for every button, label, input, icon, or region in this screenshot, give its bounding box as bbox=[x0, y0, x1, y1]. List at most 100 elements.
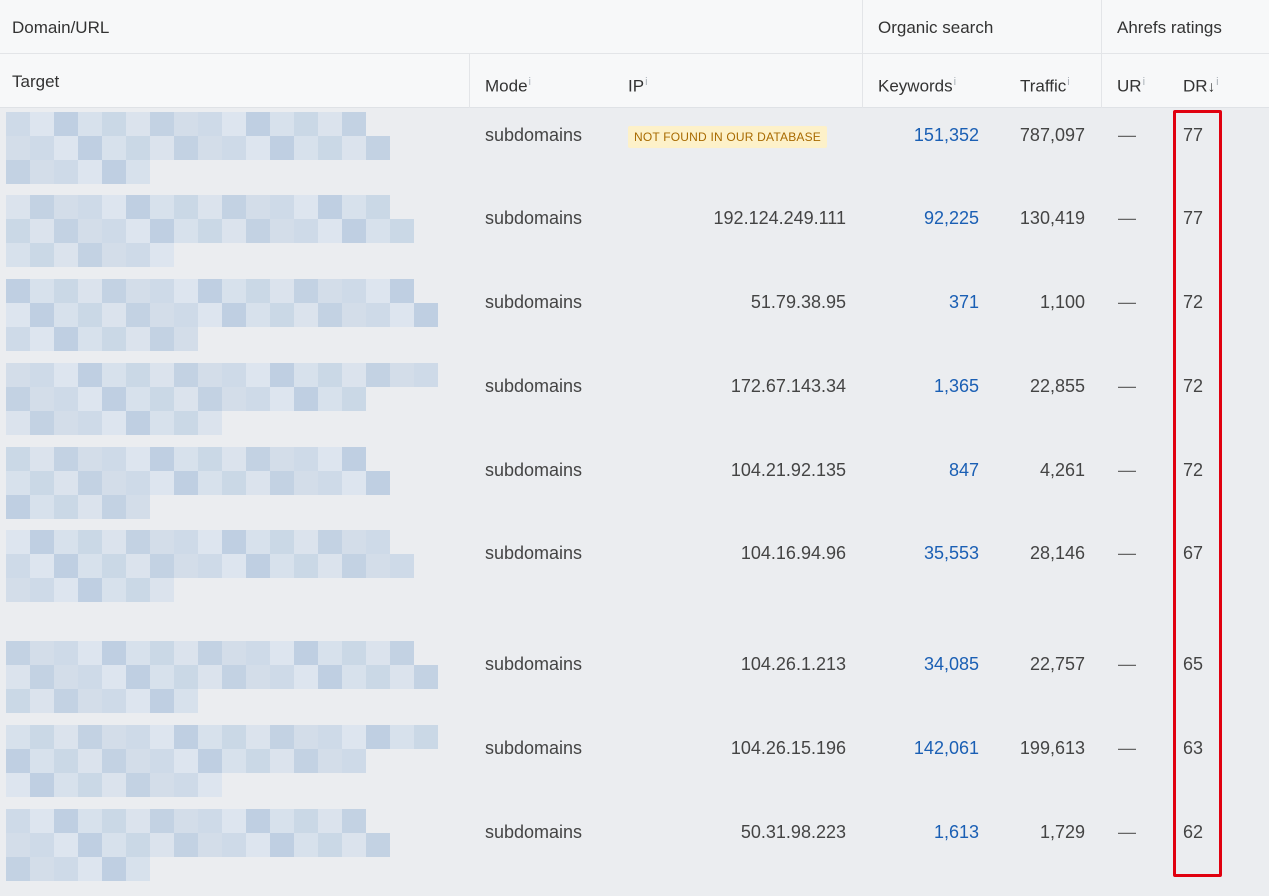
target-redacted-blur[interactable] bbox=[0, 641, 460, 713]
column-header-traffic[interactable]: Traffici bbox=[1020, 72, 1070, 97]
column-header-mode[interactable]: Modei bbox=[485, 72, 531, 97]
dr-cell: 62 bbox=[1183, 822, 1204, 842]
group-header-organic: Organic search bbox=[878, 18, 994, 37]
ip-cell: 104.21.92.135 bbox=[730, 460, 846, 480]
dr-cell: 72 bbox=[1183, 460, 1204, 480]
column-header-ip[interactable]: IPi bbox=[628, 72, 648, 97]
info-icon[interactable]: i bbox=[1142, 76, 1146, 88]
dr-cell: 77 bbox=[1183, 125, 1204, 145]
mode-cell: subdomains bbox=[485, 292, 583, 312]
mode-cell: subdomains bbox=[485, 208, 583, 228]
keywords-link[interactable]: 1,613 bbox=[933, 822, 979, 842]
column-header-keywords[interactable]: Keywordsi bbox=[878, 72, 956, 97]
info-icon[interactable]: i bbox=[953, 76, 957, 88]
ur-cell: — bbox=[1118, 654, 1136, 674]
column-header-keywords-label: Keywords bbox=[878, 76, 953, 96]
ur-cell: — bbox=[1118, 822, 1136, 842]
ur-cell: — bbox=[1118, 738, 1136, 758]
ip-cell: 104.16.94.96 bbox=[740, 543, 846, 563]
keywords-link[interactable]: 142,061 bbox=[913, 738, 979, 758]
target-redacted-blur[interactable] bbox=[0, 279, 460, 351]
group-header-ahrefs: Ahrefs ratings bbox=[1117, 18, 1222, 37]
info-icon[interactable]: i bbox=[1216, 76, 1219, 88]
dr-cell: 77 bbox=[1183, 208, 1204, 228]
ip-cell: 104.26.1.213 bbox=[740, 654, 846, 674]
ip-cell: 104.26.15.196 bbox=[730, 738, 846, 758]
dr-cell: 72 bbox=[1183, 292, 1204, 312]
table-row[interactable]: subdomains 104.26.15.196 142,061 199,613 — 63 bbox=[0, 721, 1269, 805]
column-header-traffic-label: Traffic bbox=[1020, 76, 1067, 96]
not-found-badge: NOT FOUND IN OUR DATABASE bbox=[628, 126, 828, 148]
dr-cell: 65 bbox=[1183, 654, 1204, 674]
traffic-cell: 199,613 bbox=[1019, 738, 1085, 758]
column-divider bbox=[1101, 0, 1102, 54]
ur-cell: — bbox=[1118, 376, 1136, 396]
column-header-ip-label: IP bbox=[628, 76, 645, 96]
column-header-dr[interactable]: DR↓i bbox=[1183, 72, 1219, 98]
ur-cell: — bbox=[1118, 208, 1136, 228]
table-row[interactable]: subdomains 104.26.1.213 34,085 22,757 — 65 bbox=[0, 637, 1269, 721]
table-row[interactable]: subdomains 172.67.143.34 1,365 22,855 — 72 bbox=[0, 359, 1269, 443]
column-divider bbox=[862, 54, 863, 108]
dr-cell: 63 bbox=[1183, 738, 1204, 758]
column-header-ur[interactable]: URi bbox=[1117, 72, 1145, 97]
ip-cell: 172.67.143.34 bbox=[730, 376, 846, 396]
target-redacted-blur[interactable] bbox=[0, 725, 460, 797]
column-divider bbox=[469, 54, 470, 108]
target-redacted-blur[interactable] bbox=[0, 195, 460, 267]
target-redacted-blur[interactable] bbox=[0, 363, 460, 435]
table-row[interactable]: subdomains 104.21.92.135 847 4,261 — 72 bbox=[0, 443, 1269, 526]
keywords-link[interactable]: 1,365 bbox=[933, 376, 979, 396]
mode-cell: subdomains bbox=[485, 738, 583, 758]
traffic-cell: 28,146 bbox=[1029, 543, 1085, 563]
column-header-mode-label: Mode bbox=[485, 76, 528, 96]
ur-cell: — bbox=[1118, 125, 1136, 145]
column-header-target[interactable]: Target bbox=[12, 72, 59, 92]
traffic-cell: 1,100 bbox=[1039, 292, 1085, 312]
mode-cell: subdomains bbox=[485, 460, 583, 480]
keywords-link[interactable]: 92,225 bbox=[923, 208, 979, 228]
target-redacted-blur[interactable] bbox=[0, 112, 460, 184]
info-icon[interactable]: i bbox=[645, 76, 648, 88]
target-redacted-blur[interactable] bbox=[0, 447, 460, 519]
traffic-cell: 1,729 bbox=[1039, 822, 1085, 842]
column-divider bbox=[862, 0, 863, 54]
keywords-link[interactable]: 151,352 bbox=[913, 125, 979, 145]
ur-cell: — bbox=[1118, 460, 1136, 480]
dr-cell: 72 bbox=[1183, 376, 1204, 396]
target-redacted-blur[interactable] bbox=[0, 809, 460, 881]
info-icon[interactable]: i bbox=[528, 76, 531, 88]
sort-descending-icon: ↓ bbox=[1207, 78, 1216, 96]
mode-cell: subdomains bbox=[485, 654, 583, 674]
traffic-cell: 130,419 bbox=[1019, 208, 1085, 228]
traffic-cell: 787,097 bbox=[1019, 125, 1085, 145]
mode-cell: subdomains bbox=[485, 376, 583, 396]
column-header-target-label: Target bbox=[12, 72, 60, 91]
dr-cell: 67 bbox=[1183, 543, 1204, 563]
table-row[interactable]: subdomains 51.79.38.95 371 1,100 — 72 bbox=[0, 275, 1269, 359]
keywords-link[interactable]: 35,553 bbox=[923, 543, 979, 563]
table-group-header: Domain/URL Organic search Ahrefs ratings bbox=[0, 0, 1269, 54]
traffic-cell: 22,757 bbox=[1029, 654, 1085, 674]
group-header-domain: Domain/URL bbox=[12, 18, 110, 37]
dr-column-highlight-box bbox=[1173, 110, 1222, 877]
traffic-cell: 22,855 bbox=[1029, 376, 1085, 396]
column-header-dr-label: DR bbox=[1183, 76, 1208, 96]
column-divider bbox=[1101, 54, 1102, 108]
table-column-header: Target Modei IPi Keywordsi Traffici URi … bbox=[0, 54, 1269, 108]
ip-cell: 51.79.38.95 bbox=[750, 292, 846, 312]
keywords-link[interactable]: 847 bbox=[948, 460, 979, 480]
ip-cell: 192.124.249.111 bbox=[713, 208, 846, 228]
table-row[interactable]: subdomains 50.31.98.223 1,613 1,729 — 62 bbox=[0, 805, 1269, 885]
table-row[interactable]: subdomains 192.124.249.111 92,225 130,419 — 7… bbox=[0, 191, 1269, 275]
table-row[interactable]: subdomains 104.16.94.96 35,553 28,146 — 67 bbox=[0, 526, 1269, 637]
info-icon[interactable]: i bbox=[1067, 76, 1070, 88]
ur-cell: — bbox=[1118, 543, 1136, 563]
keywords-link[interactable]: 34,085 bbox=[923, 654, 979, 674]
keywords-link[interactable]: 371 bbox=[948, 292, 979, 312]
target-redacted-blur[interactable] bbox=[0, 530, 460, 602]
mode-cell: subdomains bbox=[485, 822, 583, 842]
table-row[interactable]: subdomains NOT FOUND IN OUR DATABASE 151,3… bbox=[0, 108, 1269, 191]
mode-cell: subdomains bbox=[485, 125, 583, 145]
ur-cell: — bbox=[1118, 292, 1136, 312]
